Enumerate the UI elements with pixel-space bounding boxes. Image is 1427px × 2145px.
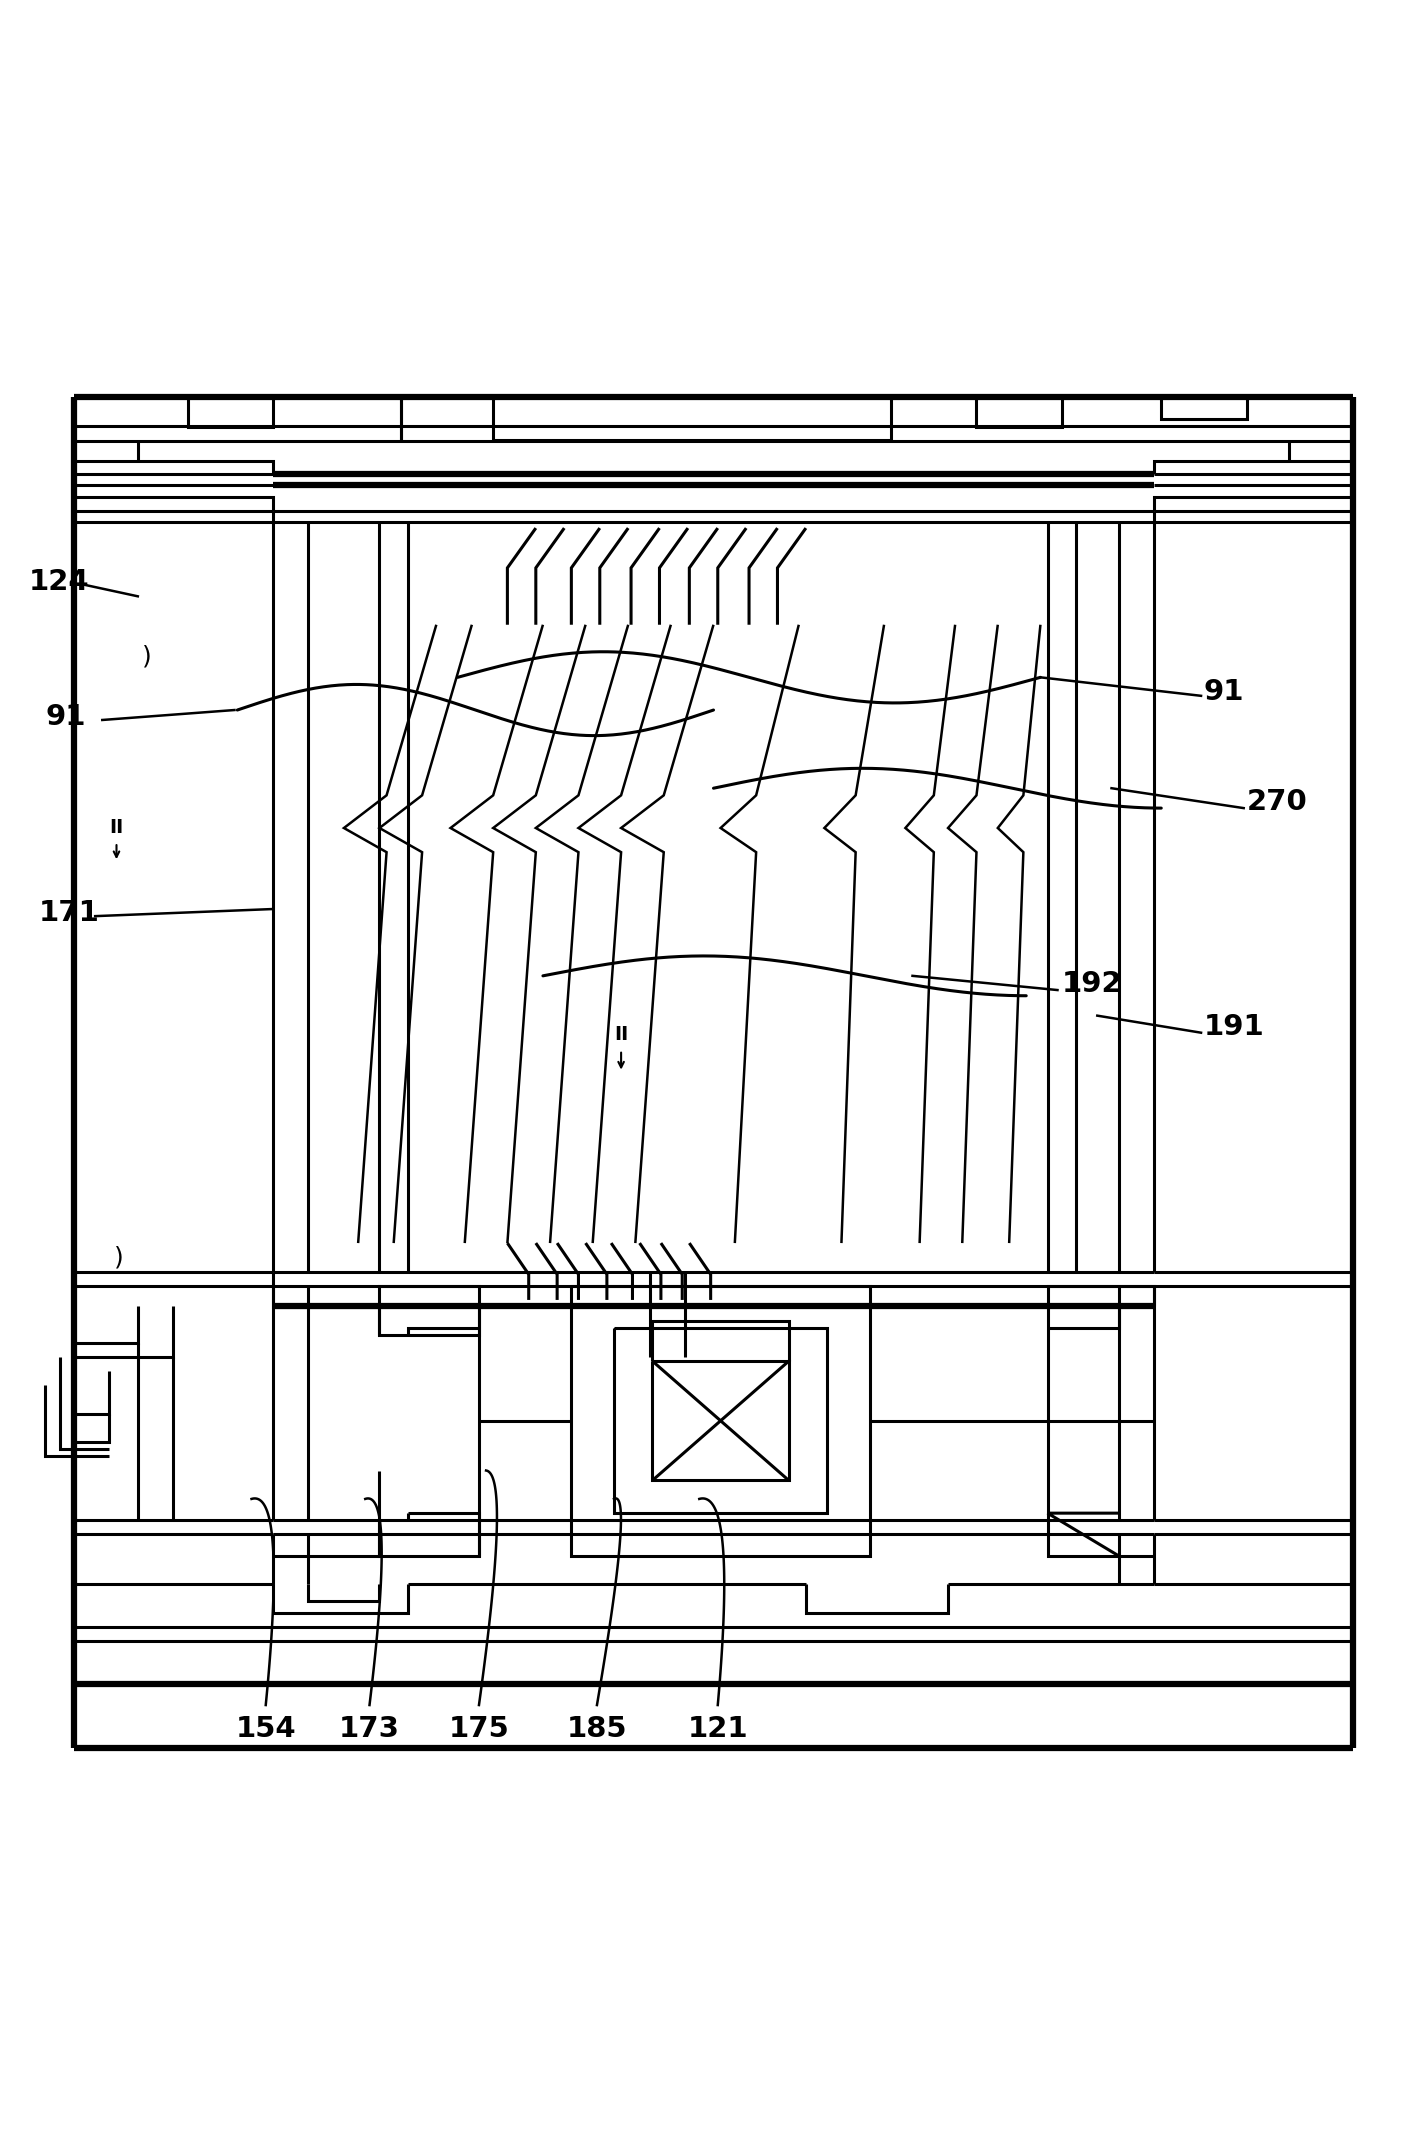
Text: 154: 154: [235, 1716, 295, 1744]
Text: 91: 91: [1204, 678, 1244, 706]
Text: II: II: [110, 817, 124, 837]
Text: 270: 270: [1247, 789, 1307, 817]
Text: 192: 192: [1062, 970, 1123, 997]
Text: 191: 191: [1204, 1012, 1264, 1040]
Text: 185: 185: [567, 1716, 628, 1744]
Text: 91: 91: [46, 704, 86, 731]
Text: 173: 173: [340, 1716, 400, 1744]
Text: 124: 124: [29, 568, 88, 596]
Text: 175: 175: [448, 1716, 509, 1744]
Text: ): ): [114, 1246, 123, 1270]
Text: II: II: [614, 1025, 628, 1045]
Text: 121: 121: [688, 1716, 748, 1744]
Text: 171: 171: [39, 899, 100, 927]
Text: ): ): [143, 644, 151, 667]
